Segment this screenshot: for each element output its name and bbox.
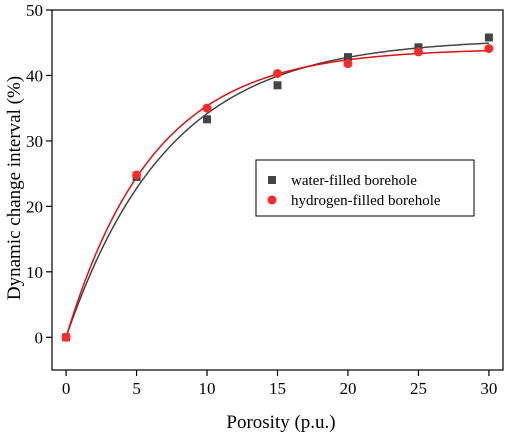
point-hydrogen-1 — [132, 170, 142, 180]
legend: water-filled borehole hydrogen-filled bo… — [255, 159, 475, 217]
x-tick-label: 30 — [480, 379, 497, 398]
axes: 0 5 10 15 20 25 30 0 10 20 30 40 50 — [26, 1, 504, 398]
y-tick-label: 30 — [26, 132, 43, 151]
x-tick-label: 20 — [339, 379, 356, 398]
point-water-3 — [273, 81, 282, 90]
x-tick-label: 5 — [132, 379, 141, 398]
point-water-4 — [343, 53, 352, 62]
point-hydrogen-4 — [343, 59, 353, 69]
y-tick-label: 10 — [26, 263, 43, 282]
legend-box — [255, 159, 475, 217]
point-water-2 — [203, 115, 212, 124]
legend-label-hydrogen: hydrogen-filled borehole — [291, 193, 441, 209]
point-hydrogen-3 — [273, 68, 282, 78]
data-points — [61, 33, 494, 342]
x-tick-label: 25 — [410, 379, 427, 398]
point-hydrogen-6 — [484, 44, 494, 54]
y-tick-label: 50 — [26, 1, 43, 20]
point-water-5 — [414, 43, 423, 52]
legend-marker-hydrogen — [267, 195, 277, 205]
x-tick-label: 0 — [62, 379, 71, 398]
y-tick-label: 40 — [26, 66, 43, 85]
legend-label-water: water-filled borehole — [291, 173, 417, 189]
point-hydrogen-5 — [413, 47, 423, 57]
legend-marker-water — [268, 176, 276, 184]
point-hydrogen-2 — [202, 103, 212, 113]
x-tick-label: 15 — [269, 379, 286, 398]
y-tick-label: 20 — [26, 197, 43, 216]
y-axis-title: Dynamic change interval (%) — [4, 76, 25, 300]
y-tick-label: 0 — [35, 328, 44, 347]
x-axis-title: Porosity (p.u.) — [226, 412, 335, 433]
point-water-6 — [484, 33, 493, 42]
point-hydrogen-0 — [61, 332, 71, 342]
x-tick-label: 10 — [199, 379, 216, 398]
